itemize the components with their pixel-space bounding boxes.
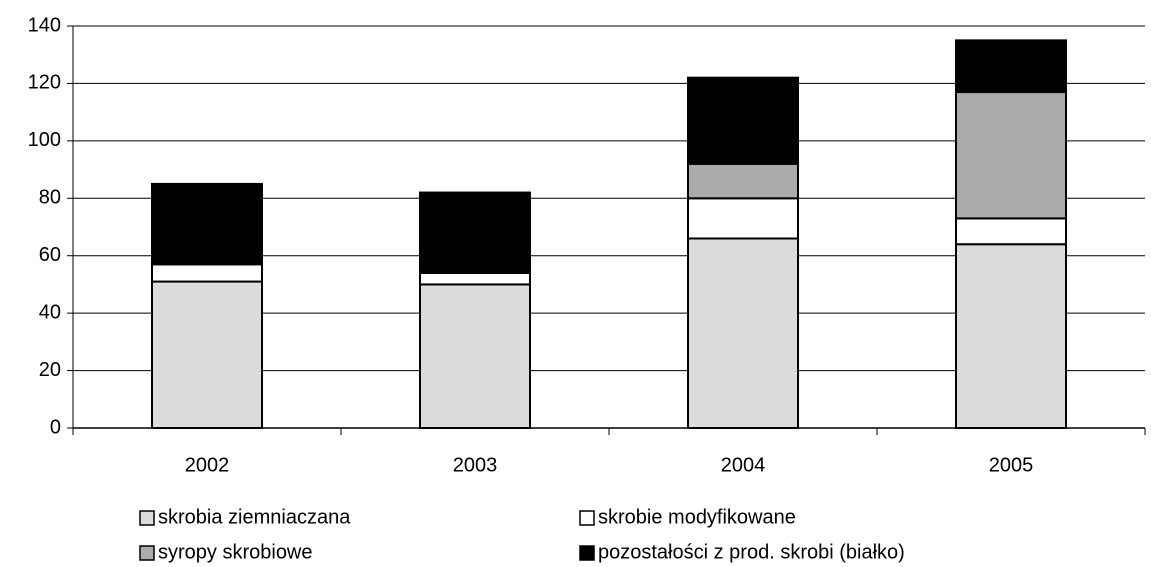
- legend-swatch: [139, 510, 155, 526]
- bar-segment: [687, 162, 799, 200]
- bar-segment: [687, 76, 799, 165]
- bar-segment: [151, 263, 263, 283]
- legend-swatch: [139, 545, 155, 561]
- y-tick-label: 40: [39, 301, 61, 323]
- legend-swatch: [579, 510, 595, 526]
- bar-segment: [419, 191, 531, 274]
- y-tick-label: 0: [50, 416, 61, 438]
- y-tick-label: 60: [39, 244, 61, 266]
- legend-label: syropy skrobiowe: [158, 541, 313, 563]
- bar-segment: [955, 217, 1067, 246]
- x-tick-label: 2003: [453, 454, 498, 476]
- legend-label: skrobie modyfikowane: [598, 506, 796, 528]
- y-tick-label: 140: [28, 14, 61, 36]
- y-tick-label: 80: [39, 187, 61, 209]
- x-tick-label: 2002: [185, 454, 230, 476]
- bar-segment: [955, 243, 1067, 429]
- bar-segment: [955, 39, 1067, 94]
- legend-label: skrobia ziemniaczana: [158, 506, 351, 528]
- bar-segment: [151, 280, 263, 429]
- y-tick-label: 120: [28, 72, 61, 94]
- bar-segment: [151, 182, 263, 266]
- bar-segment: [419, 283, 531, 429]
- x-tick-label: 2004: [721, 454, 766, 476]
- x-tick-label: 2005: [989, 454, 1034, 476]
- legend-swatch: [579, 545, 595, 561]
- legend-label: pozostałości z prod. skrobi (białko): [598, 541, 905, 563]
- y-tick-label: 20: [39, 359, 61, 381]
- bar-segment: [687, 237, 799, 429]
- bar-segment: [419, 271, 531, 286]
- bar-segment: [955, 91, 1067, 220]
- bar-segment: [687, 197, 799, 240]
- y-tick-label: 100: [28, 129, 61, 151]
